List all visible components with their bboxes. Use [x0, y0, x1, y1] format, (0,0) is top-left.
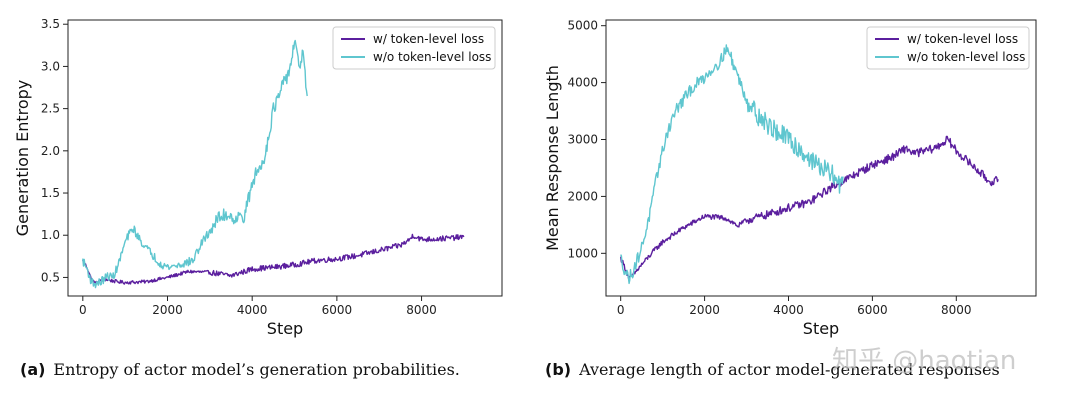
x-tick-label: 2000	[152, 303, 183, 317]
y-tick-label: 3000	[567, 133, 598, 147]
caption-b: (b) Average length of actor model-generat…	[545, 360, 1000, 379]
y-tick-label: 2000	[567, 189, 598, 203]
y-axis-label: Generation Entropy	[13, 80, 32, 237]
y-tick-label: 4000	[567, 76, 598, 90]
caption-b-text: Average length of actor model-generated …	[579, 360, 1000, 379]
watermark: 知乎 @haotian	[832, 346, 1017, 376]
caption-a: (a) Entropy of actor model’s generation p…	[20, 360, 460, 379]
y-tick-label: 2.5	[41, 102, 60, 116]
y-axis-label: Mean Response Length	[543, 65, 562, 251]
series-line-entropy-with-token-loss	[82, 233, 465, 285]
plot-frame	[605, 19, 1037, 297]
x-tick-label: 6000	[322, 303, 353, 317]
y-tick-label: 1000	[567, 246, 598, 260]
x-tick-label: 0	[79, 303, 87, 317]
caption-a-tag: (a)	[20, 360, 46, 379]
legend-label: w/o token-level loss	[373, 50, 491, 64]
x-tick-label: 2000	[689, 303, 720, 317]
y-tick-label: 2.0	[41, 144, 60, 158]
chart-length: 0 2000 4000 6000 8000 1000 2000 3000 4000 5000 Ste…	[543, 19, 1037, 338]
x-tick-label: 6000	[857, 303, 888, 317]
legend-box	[332, 26, 496, 70]
y-tick-label: 5000	[567, 19, 598, 33]
caption-a-text: Entropy of actor model’s generation prob…	[53, 360, 460, 379]
legend: w/ token-level loss w/o token-level loss	[332, 26, 496, 70]
chart-entropy: 0 2000 4000 6000 8000 0.5 1.0 1.5 2.0 2.5 3.0 3.5 St…	[13, 17, 503, 338]
legend-label: w/o token-level loss	[907, 50, 1025, 64]
y-tick-label: 0.5	[41, 270, 60, 284]
legend-box	[866, 26, 1030, 70]
legend-label: w/ token-level loss	[907, 32, 1018, 46]
series-line-entropy-without-token-loss	[82, 39, 308, 289]
x-axis-label: Step	[267, 319, 303, 338]
series-line-length-with-token-loss	[620, 135, 999, 279]
x-tick-label: 8000	[406, 303, 437, 317]
legend: w/ token-level loss w/o token-level loss	[866, 26, 1030, 70]
series-line-length-without-token-loss	[620, 44, 844, 285]
x-axis-label: Step	[803, 319, 839, 338]
plot-frame	[67, 19, 503, 297]
x-tick-label: 8000	[941, 303, 972, 317]
x-tick-label: 4000	[237, 303, 268, 317]
y-tick-label: 1.0	[41, 228, 60, 242]
y-tick-label: 3.0	[41, 59, 60, 73]
y-tick-label: 1.5	[41, 186, 60, 200]
y-tick-label: 3.5	[41, 17, 60, 31]
x-tick-label: 4000	[773, 303, 804, 317]
caption-b-tag: (b)	[545, 360, 572, 379]
x-tick-label: 0	[617, 303, 625, 317]
legend-label: w/ token-level loss	[373, 32, 484, 46]
